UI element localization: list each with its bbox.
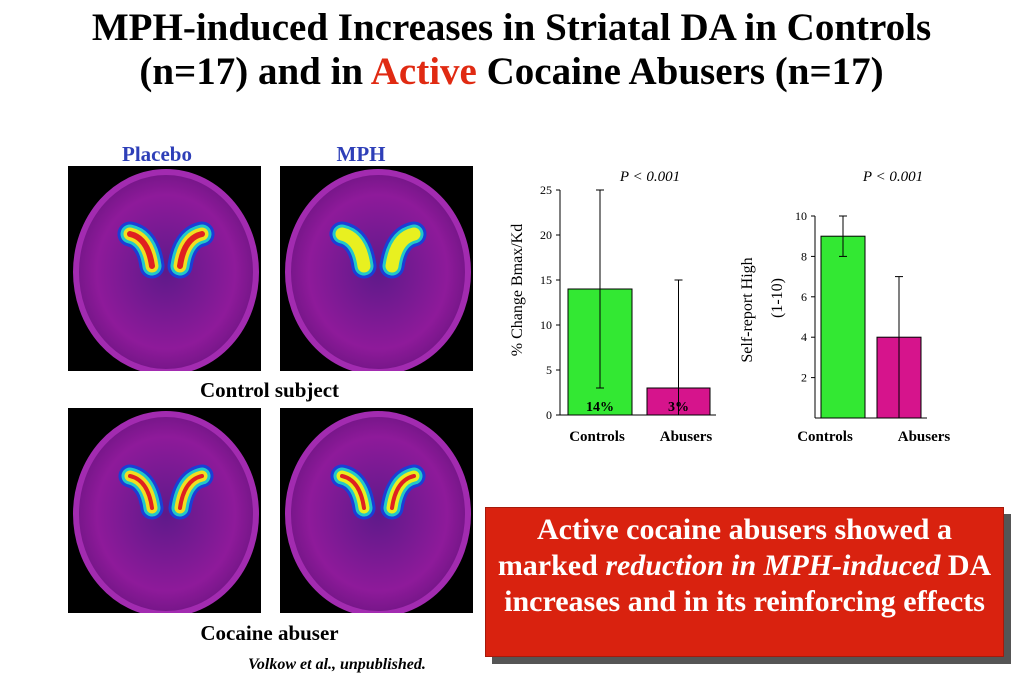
striatum-hot (127, 231, 155, 269)
high-ylabel-2: (1-10) (769, 278, 786, 318)
title-line-2-pre: (n=17) and in (139, 50, 371, 93)
bmax-p-value: P < 0.001 (619, 169, 680, 185)
striatum-core (385, 227, 421, 273)
striatum-hot (177, 231, 205, 269)
citation: Volkow et al., unpublished. (248, 656, 426, 673)
bmax-tick-label: 5 (546, 363, 552, 377)
control-subject-label: Control subject (199, 378, 340, 402)
striatum-hot (128, 474, 154, 510)
pet-scan-abuser-mph (280, 408, 473, 613)
bmax-tick-label: 10 (540, 318, 552, 332)
brain-outline (76, 414, 256, 613)
bmax-data-label: 14% (586, 400, 614, 415)
brain-rim (285, 411, 471, 613)
high-bar-controls (820, 235, 866, 419)
high-tick-label: 10 (795, 209, 807, 223)
brain-outline (288, 172, 468, 371)
bmax-data-label: 3% (668, 400, 689, 415)
brain-outline (288, 414, 468, 613)
slide-title: MPH-induced Increases in Striatal DA in … (0, 6, 1023, 94)
brain-outline (76, 172, 256, 371)
callout-text-2: DA increases and in its reinforcing effe… (504, 549, 992, 618)
striatum-hot (390, 474, 416, 510)
title-active-word: Active (370, 50, 477, 93)
mph-label: MPH (336, 142, 386, 166)
striatum-hot (178, 474, 204, 510)
pet-scan-control-placebo (68, 166, 261, 371)
bmax-tick-label: 0 (546, 408, 552, 422)
cocaine-abuser-label: Cocaine abuser (200, 621, 339, 645)
high-category-label: Controls (797, 429, 853, 445)
pet-scan-control-mph (280, 166, 473, 371)
pet-scan-abuser-placebo (68, 408, 261, 613)
brain-rim (285, 169, 471, 371)
callout-italic: reduction in MPH-induced (605, 549, 941, 582)
high-tick-label: 2 (801, 371, 807, 385)
title-line-2-post: Cocaine Abusers (n=17) (476, 50, 884, 93)
high-tick-label: 8 (801, 249, 807, 263)
title-line-1: MPH-induced Increases in Striatal DA in … (91, 6, 932, 49)
pet-scan-svg (73, 169, 259, 371)
high-tick-label: 4 (801, 330, 807, 344)
bmax-category-label: Abusers (660, 429, 713, 445)
high-category-label: Abusers (898, 429, 951, 445)
striatum-core (335, 227, 371, 273)
pet-scan-svg (73, 411, 259, 613)
striatum-hot (340, 474, 366, 510)
bmax-tick-label: 25 (540, 183, 552, 197)
high-tick-label: 6 (801, 290, 807, 304)
brain-rim (73, 169, 259, 371)
bmax-tick-label: 20 (540, 228, 552, 242)
callout-text-1: Active cocaine abusers showed a marked (497, 513, 952, 582)
high-p-value: P < 0.001 (862, 169, 923, 185)
pet-scan-svg (285, 411, 471, 613)
title-line-2: (n=17) and in Active Cocaine Abusers (n=… (0, 50, 1023, 94)
pet-scan-svg (285, 169, 471, 371)
bmax-ylabel: % Change Bmax/Kd (509, 224, 526, 356)
bmax-tick-label: 15 (540, 273, 552, 287)
conclusion-callout: Active cocaine abusers showed a marked r… (485, 507, 1004, 657)
bmax-category-label: Controls (569, 429, 625, 445)
brain-rim (73, 411, 259, 613)
high-ylabel-1: Self-report High (739, 257, 756, 362)
placebo-label: Placebo (122, 142, 192, 166)
